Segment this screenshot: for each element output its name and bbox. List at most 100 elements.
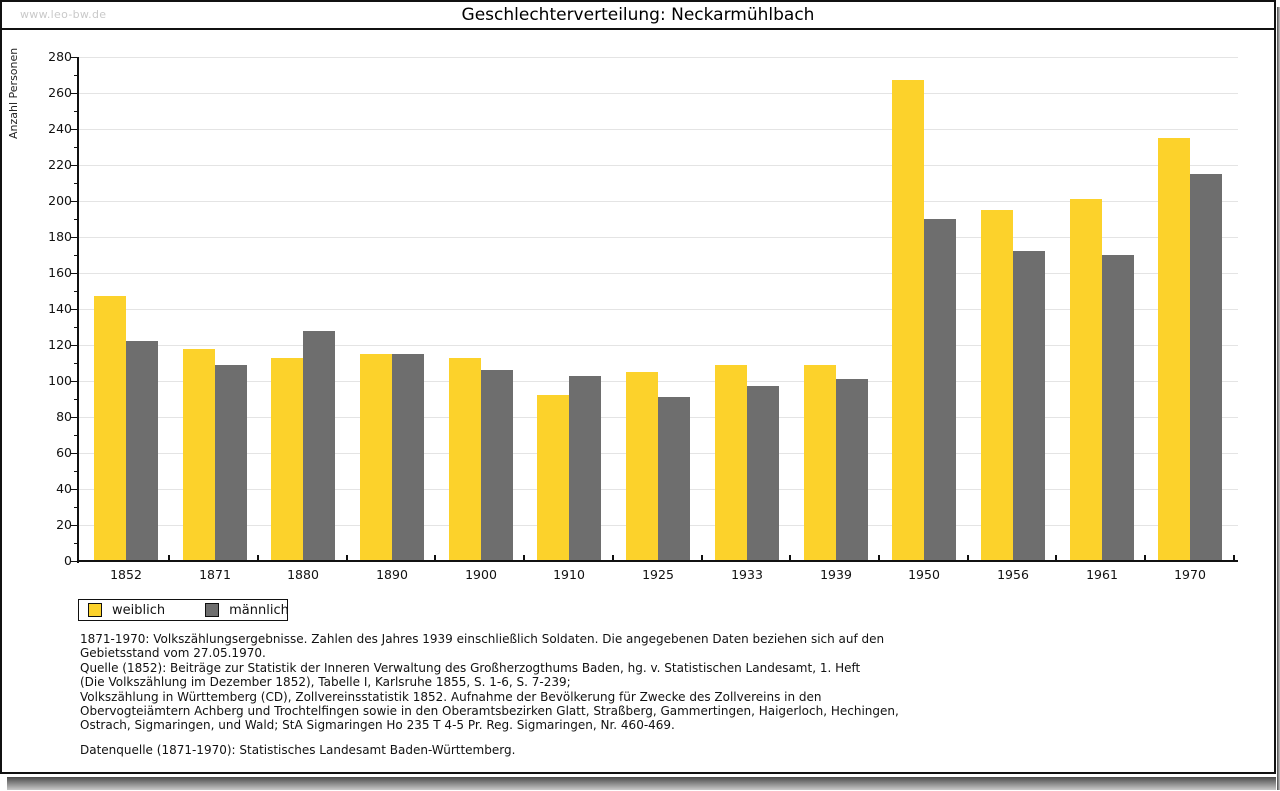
y-minor-tick [74,255,78,256]
y-major-tick [71,345,78,346]
y-major-tick [71,237,78,238]
y-tick-label: 140 [48,301,72,316]
gridline [78,273,1238,274]
y-axis-title: Anzahl Personen [7,47,20,139]
x-tick [523,555,525,561]
y-tick-label: 100 [48,373,72,388]
y-major-tick [71,417,78,418]
bar-maennlich-1950 [924,219,956,561]
y-tick-label: 20 [56,517,72,532]
y-minor-tick [74,111,78,112]
gridline [78,165,1238,166]
footnote-line: (Die Volkszählung im Dezember 1852), Tab… [80,675,571,690]
y-major-tick [71,93,78,94]
bar-weiblich-1970 [1158,138,1190,561]
gridline [78,201,1238,202]
gridline [78,237,1238,238]
bar-weiblich-1939 [804,365,836,561]
x-tick-label-1970: 1970 [1174,567,1206,582]
bar-weiblich-1950 [892,80,924,561]
y-major-tick [71,57,78,58]
x-tick-label-1880: 1880 [287,567,319,582]
y-minor-tick [74,183,78,184]
x-tick [967,555,969,561]
x-tick-label-1950: 1950 [908,567,940,582]
x-tick-label-1900: 1900 [465,567,497,582]
y-tick-label: 240 [48,121,72,136]
gridline [78,57,1238,58]
y-tick-label: 0 [64,553,72,568]
y-tick-label: 180 [48,229,72,244]
y-major-tick [71,201,78,202]
legend: weiblich männlich [78,599,289,621]
y-minor-tick [74,399,78,400]
y-major-tick [71,381,78,382]
x-tick [701,555,703,561]
bar-weiblich-1910 [537,395,569,561]
x-tick [346,555,348,561]
footnote-line: Obervogteiämtern Achberg und Trochtelfin… [80,704,899,719]
y-minor-tick [74,291,78,292]
footnotes: 1871-1970: Volkszählungsergebnisse. Zahl… [80,632,899,757]
footnote-line: Volkszählung in Württemberg (CD), Zollve… [80,689,822,704]
drop-shadow-right [1277,7,1280,790]
y-tick-label: 200 [48,193,72,208]
footnote-line: Ostrach, Sigmaringen, und Wald; StA Sigm… [80,718,675,733]
y-major-tick [71,309,78,310]
x-tick-label-1890: 1890 [376,567,408,582]
x-tick [789,555,791,561]
x-tick-label-1852: 1852 [110,567,142,582]
bar-weiblich-1956 [981,210,1013,561]
bar-maennlich-1852 [126,341,158,561]
y-minor-tick [74,219,78,220]
y-minor-tick [74,471,78,472]
bar-weiblich-1925 [626,372,658,561]
y-minor-tick [74,363,78,364]
bar-weiblich-1871 [183,349,215,561]
x-tick [168,555,170,561]
y-major-tick [71,273,78,274]
x-tick [434,555,436,561]
bar-maennlich-1890 [392,354,424,561]
gridline [78,309,1238,310]
footnote-line: Gebietsstand vom 27.05.1970. [80,646,266,661]
y-major-tick [71,453,78,454]
drop-shadow-bottom [7,777,1276,790]
footnote-line: Quelle (1852): Beiträge zur Statistik de… [80,660,861,675]
bar-maennlich-1933 [747,386,779,561]
x-tick [878,555,880,561]
x-tick [257,555,259,561]
bar-maennlich-1871 [215,365,247,561]
y-tick-label: 80 [56,409,72,424]
y-tick-label: 160 [48,265,72,280]
bar-maennlich-1925 [658,397,690,561]
bar-maennlich-1939 [836,379,868,561]
y-tick-label: 280 [48,49,72,64]
x-tick [612,555,614,561]
x-tick-label-1910: 1910 [553,567,585,582]
y-minor-tick [74,75,78,76]
legend-label-maennlich: männlich [229,602,289,618]
y-minor-tick [74,507,78,508]
x-tick [1144,555,1146,561]
legend-swatch-maennlich [205,603,220,617]
bar-maennlich-1961 [1102,255,1134,561]
x-tick-label-1961: 1961 [1086,567,1118,582]
chart-title: Geschlechterverteilung: Neckarmühlbach [461,5,815,25]
x-tick-label-1933: 1933 [731,567,763,582]
y-tick-label: 260 [48,85,72,100]
legend-label-weiblich: weiblich [112,602,166,618]
bar-weiblich-1890 [360,354,392,561]
x-tick-label-1871: 1871 [199,567,231,582]
legend-swatch-weiblich [88,603,102,617]
bar-weiblich-1961 [1070,199,1102,561]
y-tick-label: 120 [48,337,72,352]
y-axis [77,57,79,563]
x-tick-label-1956: 1956 [997,567,1029,582]
y-major-tick [71,489,78,490]
y-minor-tick [74,543,78,544]
bar-maennlich-1970 [1190,174,1222,561]
gridline [78,129,1238,130]
bar-weiblich-1880 [271,358,303,561]
